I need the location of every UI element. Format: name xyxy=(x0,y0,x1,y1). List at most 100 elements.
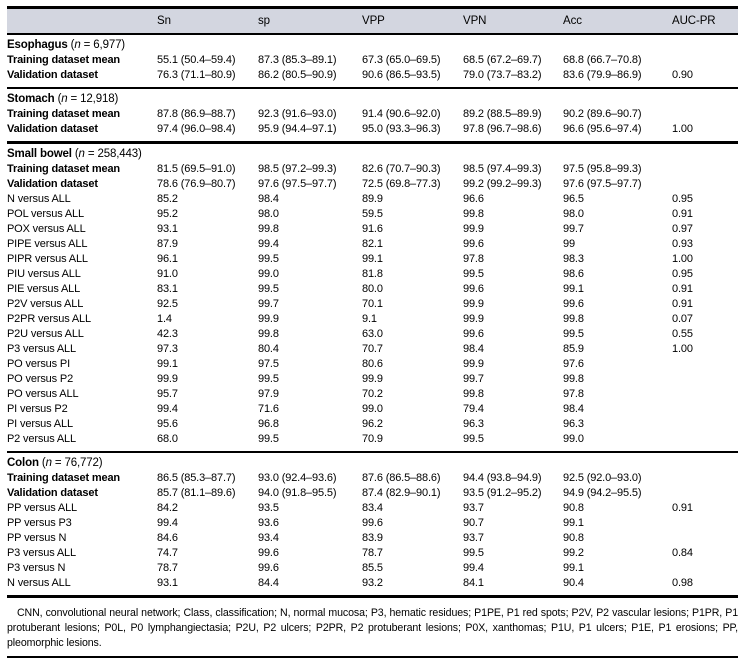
cell-acc: 90.8 xyxy=(563,502,584,514)
row-label: PP versus P3 xyxy=(7,517,72,529)
cell-vpp: 59.5 xyxy=(362,208,383,220)
cell-vpp: 72.5 (69.8–77.3) xyxy=(362,178,441,190)
cell-auc-pr: 0.91 xyxy=(672,283,693,295)
cell-auc-pr: 1.00 xyxy=(672,123,693,135)
row-label: P2 versus ALL xyxy=(7,433,76,445)
row-label: N versus ALL xyxy=(7,193,71,205)
column-header-empty xyxy=(7,7,157,35)
cell-sn: 86.5 (85.3–87.7) xyxy=(157,472,236,484)
cell-acc: 98.3 xyxy=(563,253,584,265)
cell-vpn: 99.9 xyxy=(463,298,484,310)
cell-acc: 99.7 xyxy=(563,223,584,235)
cell-vpn: 99.9 xyxy=(463,358,484,370)
section-title-row: Stomach (n = 12,918) xyxy=(7,87,738,107)
table-header: Sn sp VPP VPN Acc AUC-PR xyxy=(7,7,738,35)
table-row: PI versus ALL 95.6 96.8 96.2 96.3 96.3 xyxy=(7,417,738,432)
cell-acc: 99.0 xyxy=(563,433,584,445)
header-row: Sn sp VPP VPN Acc AUC-PR xyxy=(7,7,738,35)
cell-sp: 99.6 xyxy=(258,547,279,559)
table-row: P2 versus ALL 68.0 99.5 70.9 99.5 99.0 xyxy=(7,432,738,452)
table-row: POL versus ALL 95.2 98.0 59.5 99.8 98.0 0.91 xyxy=(7,207,738,222)
cell-acc: 68.8 (66.7–70.8) xyxy=(563,54,642,66)
cell-vpn: 89.2 (88.5–89.9) xyxy=(463,108,542,120)
cell-vpp: 70.2 xyxy=(362,388,383,400)
cell-vpp: 99.6 xyxy=(362,517,383,529)
cell-acc: 90.8 xyxy=(563,532,584,544)
cell-vpn: 96.3 xyxy=(463,418,484,430)
cell-vpp: 81.8 xyxy=(362,268,383,280)
cell-auc-pr: 0.91 xyxy=(672,502,693,514)
cell-vpp: 99.1 xyxy=(362,253,383,265)
cell-sn: 96.1 xyxy=(157,253,178,265)
cell-acc: 99.1 xyxy=(563,517,584,529)
table-row: PP versus P3 99.4 93.6 99.6 90.7 99.1 xyxy=(7,516,738,531)
row-label: Validation dataset xyxy=(7,69,98,81)
section-title: Small bowel (n = 258,443) xyxy=(7,141,738,162)
table-row: P2PR versus ALL 1.4 99.9 9.1 99.9 99.8 0.07 xyxy=(7,312,738,327)
cell-acc: 96.6 (95.6–97.4) xyxy=(563,123,642,135)
cell-sn: 85.7 (81.1–89.6) xyxy=(157,487,236,499)
cell-sn: 85.2 xyxy=(157,193,178,205)
cell-vpn: 98.5 (97.4–99.3) xyxy=(463,163,542,175)
cell-acc: 98.0 xyxy=(563,208,584,220)
column-header-vpp: VPP xyxy=(362,7,463,35)
cell-vpn: 99.6 xyxy=(463,328,484,340)
cell-sp: 84.4 xyxy=(258,577,279,589)
cell-vpp: 87.6 (86.5–88.6) xyxy=(362,472,441,484)
cell-auc-pr xyxy=(672,471,738,486)
table-row: P2U versus ALL 42.3 99.8 63.0 99.6 99.5 0.55 xyxy=(7,327,738,342)
row-label: Validation dataset xyxy=(7,123,98,135)
cell-vpp: 91.4 (90.6–92.0) xyxy=(362,108,441,120)
column-header-vpn: VPN xyxy=(463,7,563,35)
cell-sp: 99.8 xyxy=(258,328,279,340)
cell-vpp: 83.9 xyxy=(362,532,383,544)
table-row: Training dataset mean 55.1 (50.4–59.4) 87.… xyxy=(7,53,738,68)
table-row: PIE versus ALL 83.1 99.5 80.0 99.6 99.1 0.91 xyxy=(7,282,738,297)
row-label: PIE versus ALL xyxy=(7,283,81,295)
cell-vpn: 99.5 xyxy=(463,547,484,559)
cell-sn: 99.1 xyxy=(157,358,178,370)
cell-vpn: 94.4 (93.8–94.9) xyxy=(463,472,542,484)
table-row: P2V versus ALL 92.5 99.7 70.1 99.9 99.6 0.91 xyxy=(7,297,738,312)
section-title-row: Colon (n = 76,772) xyxy=(7,451,738,471)
cell-acc: 99.8 xyxy=(563,373,584,385)
cell-sn: 93.1 xyxy=(157,223,178,235)
cell-sn: 81.5 (69.5–91.0) xyxy=(157,163,236,175)
cell-vpn: 99.8 xyxy=(463,208,484,220)
table-row: N versus ALL 93.1 84.4 93.2 84.1 90.4 0.98 xyxy=(7,576,738,597)
section-title: Colon (n = 76,772) xyxy=(7,451,738,471)
cell-sp: 99.9 xyxy=(258,313,279,325)
table-row: Training dataset mean 81.5 (69.5–91.0) 98.… xyxy=(7,162,738,177)
table-row: Training dataset mean 87.8 (86.9–88.7) 92.… xyxy=(7,107,738,122)
cell-sn: 83.1 xyxy=(157,283,178,295)
row-label: PO versus PI xyxy=(7,358,70,370)
table-row: Validation dataset 85.7 (81.1–89.6) 94.0 (… xyxy=(7,486,738,501)
table-row: PI versus P2 99.4 71.6 99.0 79.4 98.4 xyxy=(7,402,738,417)
cell-sp: 93.4 xyxy=(258,532,279,544)
cell-sn: 97.3 xyxy=(157,343,178,355)
cell-sn: 1.4 xyxy=(157,313,172,325)
cell-acc: 96.5 xyxy=(563,193,584,205)
table-row: POX versus ALL 93.1 99.8 91.6 99.9 99.7 0.97 xyxy=(7,222,738,237)
cell-auc-pr: 0.93 xyxy=(672,238,693,250)
cell-vpp: 91.6 xyxy=(362,223,383,235)
cell-sn: 55.1 (50.4–59.4) xyxy=(157,54,236,66)
table-row: Training dataset mean 86.5 (85.3–87.7) 93.… xyxy=(7,471,738,486)
cell-sp: 97.5 xyxy=(258,358,279,370)
cell-sn: 68.0 xyxy=(157,433,178,445)
cell-vpn: 84.1 xyxy=(463,577,484,589)
row-label: P3 versus ALL xyxy=(7,343,76,355)
cell-auc-pr xyxy=(672,53,738,68)
cell-sn: 93.1 xyxy=(157,577,178,589)
row-label: P2U versus ALL xyxy=(7,328,84,340)
cell-sn: 84.2 xyxy=(157,502,178,514)
cell-vpn: 99.5 xyxy=(463,268,484,280)
cell-sp: 99.5 xyxy=(258,433,279,445)
cell-sp: 99.0 xyxy=(258,268,279,280)
cell-auc-pr: 0.98 xyxy=(672,577,693,589)
row-label: Validation dataset xyxy=(7,178,98,190)
row-label: PI versus ALL xyxy=(7,418,73,430)
cell-sp: 99.5 xyxy=(258,283,279,295)
cell-acc: 97.5 (95.8–99.3) xyxy=(563,163,642,175)
table-row: P3 versus N 78.7 99.6 85.5 99.4 99.1 xyxy=(7,561,738,576)
